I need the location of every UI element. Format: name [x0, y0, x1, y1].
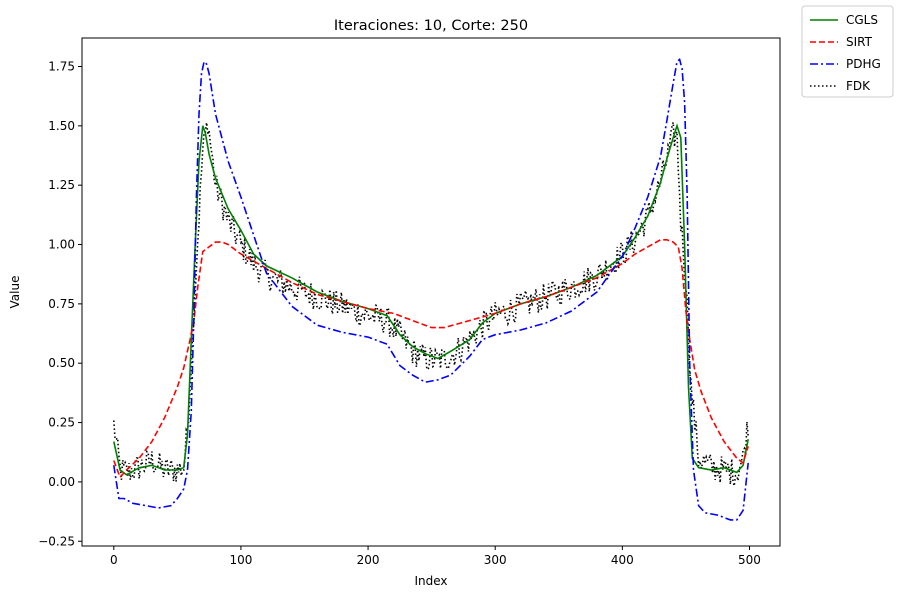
x-tick-label: 500 — [738, 553, 761, 567]
x-tick-label: 100 — [229, 553, 252, 567]
y-tick-label: −0.25 — [38, 534, 75, 548]
x-axis-label: Index — [414, 574, 447, 588]
legend-label: FDK — [846, 79, 871, 93]
series-sirt-line — [113, 239, 749, 479]
legend-label: SIRT — [846, 35, 873, 49]
legend-box — [801, 5, 894, 98]
series-layer — [113, 57, 749, 521]
y-axis: −0.25 0.00 0.25 0.50 0.75 1.00 1.25 1.50 1.75 — [38, 59, 82, 548]
x-tick-label: 400 — [611, 553, 634, 567]
legend-label: PDHG — [846, 57, 881, 71]
x-tick-label: 0 — [110, 553, 118, 567]
chart-title: Iteraciones: 10, Corte: 250 — [334, 18, 528, 34]
series-cgls-line — [113, 123, 749, 476]
legend: CGLS SIRT PDHG FDK — [801, 5, 894, 98]
series-pdhg-line — [113, 57, 749, 521]
y-tick-label: 0.00 — [48, 475, 75, 489]
y-axis-label: Value — [8, 276, 22, 309]
y-tick-label: 1.00 — [48, 238, 75, 252]
y-tick-label: 0.25 — [48, 416, 75, 430]
y-tick-label: 0.75 — [48, 297, 75, 311]
y-tick-label: 1.75 — [48, 59, 75, 73]
y-tick-label: 0.50 — [48, 356, 75, 370]
y-tick-label: 1.25 — [48, 178, 75, 192]
plot-area — [82, 38, 780, 546]
legend-label: CGLS — [846, 13, 878, 27]
y-tick-label: 1.50 — [48, 119, 75, 133]
x-tick-label: 300 — [484, 553, 507, 567]
plot-frame — [81, 37, 781, 547]
x-axis: 0 100 200 300 400 500 — [110, 546, 761, 567]
x-tick-label: 200 — [357, 553, 380, 567]
